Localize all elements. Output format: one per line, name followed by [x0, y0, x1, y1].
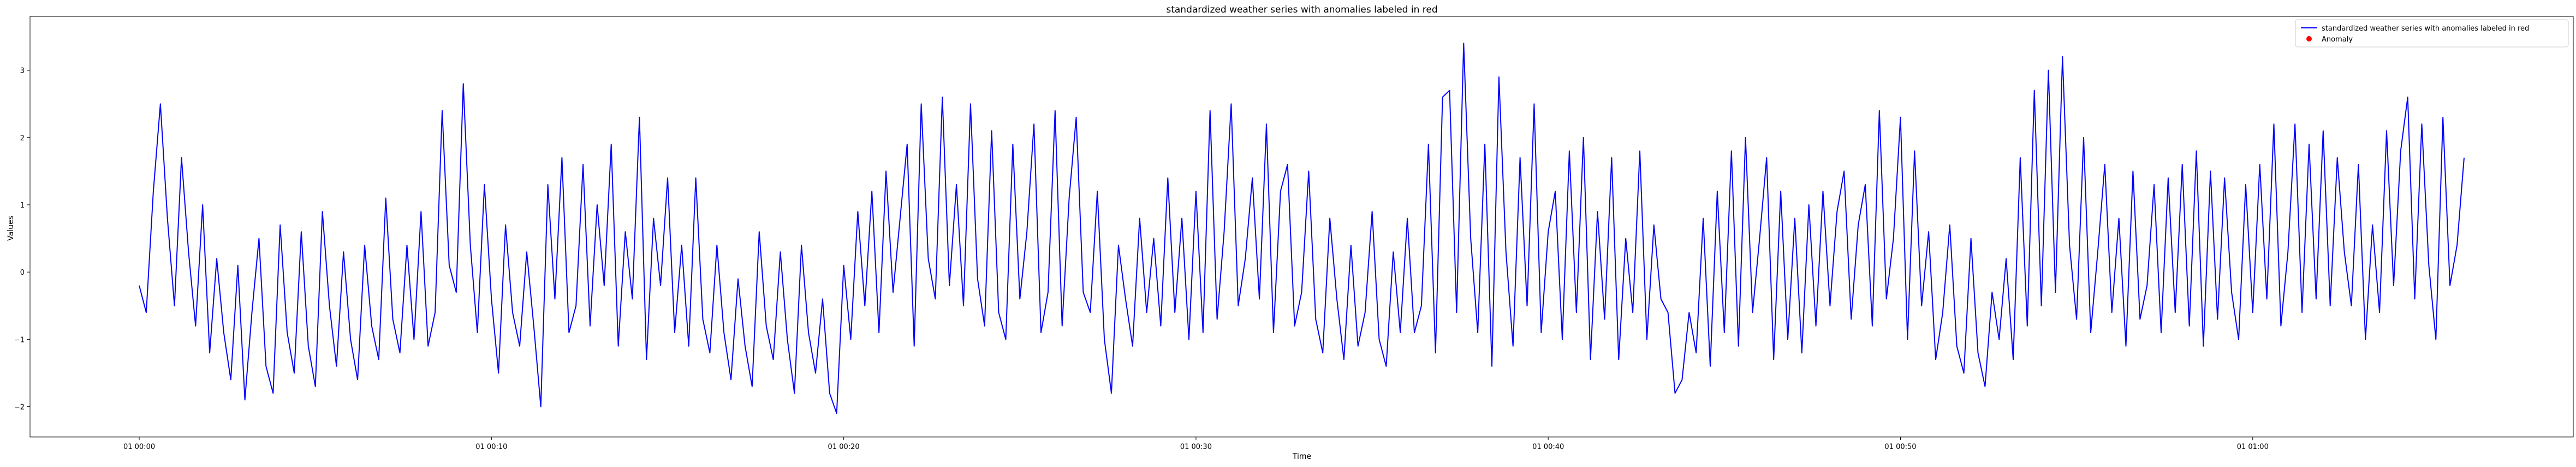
x-tick-label: 01 00:20 — [828, 443, 860, 451]
y-tick-label: 0 — [20, 269, 25, 277]
legend-anomaly-label: Anomaly — [2322, 36, 2353, 44]
x-tick-label: 01 00:50 — [1884, 443, 1916, 451]
y-tick-label: 1 — [20, 202, 25, 210]
x-axis-label: Time — [1292, 452, 1311, 461]
chart-title: standardized weather series with anomali… — [1166, 4, 1437, 15]
x-tick-label: 01 00:40 — [1532, 443, 1564, 451]
y-axis-label: Values — [7, 216, 15, 241]
x-axis: 01 00:00 01 00:10 01 00:20 01 00:30 01 00:40… — [123, 437, 2269, 451]
y-tick-label: −2 — [14, 404, 25, 412]
legend-series-label: standardized weather series with anomali… — [2322, 25, 2529, 33]
legend-anomaly-dot — [2306, 36, 2312, 42]
y-axis: −2 −1 0 1 2 3 — [14, 67, 30, 412]
series-line — [139, 43, 2465, 414]
x-tick-label: 01 00:10 — [475, 443, 507, 451]
legend-box — [2295, 19, 2569, 48]
x-tick-label: 01 00:00 — [123, 443, 155, 451]
y-tick-label: 3 — [20, 67, 25, 75]
y-tick-label: 2 — [20, 134, 25, 143]
plot-area — [139, 43, 2465, 414]
legend: standardized weather series with anomali… — [2295, 19, 2569, 48]
plot-frame — [29, 16, 2574, 438]
x-tick-label: 01 00:30 — [1180, 443, 1212, 451]
x-tick-label: 01 01:00 — [2237, 443, 2269, 451]
y-tick-label: −1 — [14, 336, 25, 344]
